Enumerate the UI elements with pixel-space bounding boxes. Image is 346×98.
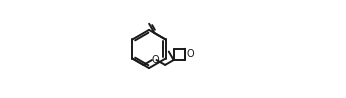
Text: O: O	[186, 49, 194, 59]
Text: O: O	[151, 55, 159, 65]
